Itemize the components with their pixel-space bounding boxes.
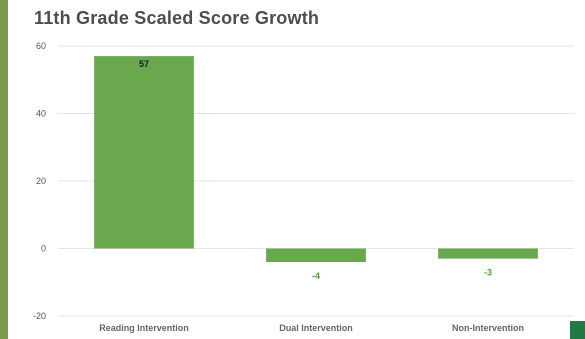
category-label: Non-Intervention	[452, 323, 524, 333]
y-tick-label: 20	[36, 176, 46, 186]
bar	[266, 248, 366, 262]
x-axis-categories: Reading Intervention Dual Intervention Non…	[99, 323, 524, 333]
y-tick-label: -20	[33, 311, 46, 321]
corner-square	[570, 321, 585, 339]
bar-data-label: -3	[484, 268, 492, 278]
left-accent-bar	[0, 0, 8, 339]
category-label: Reading Intervention	[99, 323, 189, 333]
category-label: Dual Intervention	[279, 323, 353, 333]
bar-data-label: 57	[139, 59, 149, 69]
bar	[438, 248, 538, 259]
y-axis-ticks: 60 40 20 0 -20	[33, 41, 46, 321]
chart-title: 11th Grade Scaled Score Growth	[34, 8, 320, 28]
y-tick-label: 40	[36, 109, 46, 119]
data-labels: 57 -4 -3	[139, 59, 492, 281]
bars	[94, 56, 538, 262]
bar	[94, 56, 194, 249]
bar-data-label: -4	[312, 271, 320, 281]
y-tick-label: 0	[41, 244, 46, 254]
y-tick-label: 60	[36, 41, 46, 51]
